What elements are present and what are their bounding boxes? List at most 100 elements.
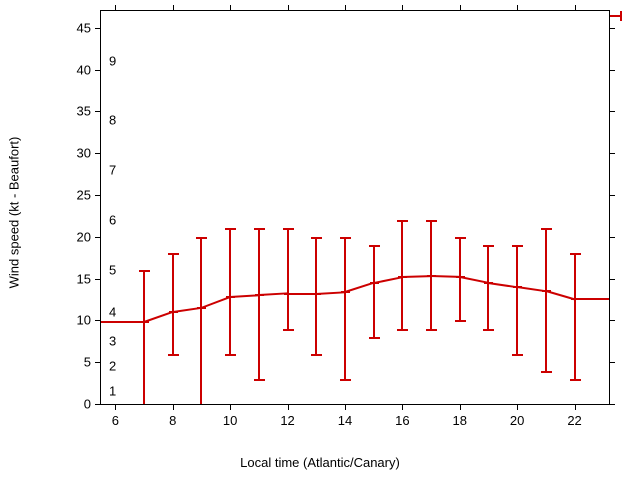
error-bar-cap-max xyxy=(540,228,552,231)
error-bar-cap-max xyxy=(339,236,351,239)
y-tick-label-kt: 35 xyxy=(76,103,91,119)
error-bar-cap-max xyxy=(225,228,237,231)
avg-line-segment xyxy=(373,275,403,284)
x-tick-label: 22 xyxy=(567,413,582,428)
error-bar-cap-min xyxy=(454,320,466,323)
x-tick-label: 10 xyxy=(222,413,238,428)
y-tick-label-kt: 15 xyxy=(76,271,91,287)
error-bar-cap-max xyxy=(512,245,524,248)
x-tick-mark xyxy=(287,404,289,410)
error-bar-cap-min xyxy=(339,378,351,381)
error-bar xyxy=(257,228,260,379)
avg-line-segment xyxy=(172,306,202,314)
error-bar xyxy=(487,245,490,329)
error-bar xyxy=(458,236,461,321)
error-bar-cap-min xyxy=(253,378,265,381)
avg-line-segment xyxy=(517,285,546,293)
y-tick-mark xyxy=(95,236,101,238)
x-tick-mark xyxy=(230,404,232,410)
error-bar-cap-max xyxy=(569,253,581,256)
y-tick-label-beaufort: 2 xyxy=(109,358,117,374)
error-bar xyxy=(315,236,318,354)
error-bar xyxy=(143,270,146,404)
x-tick-mark xyxy=(402,5,404,11)
x-tick-mark xyxy=(517,5,519,11)
avg-line-segment xyxy=(230,294,259,298)
error-bar xyxy=(573,253,576,379)
x-tick-mark xyxy=(287,5,289,11)
error-bar xyxy=(544,228,547,371)
avg-line-segment xyxy=(287,292,317,295)
y-tick-label-beaufort: 1 xyxy=(109,383,117,399)
y-tick-mark xyxy=(609,278,615,280)
y-tick-label-beaufort: 6 xyxy=(109,212,117,228)
y-tick-mark xyxy=(609,362,615,364)
error-bar xyxy=(200,236,203,404)
avg-line-segment xyxy=(344,281,374,293)
y-tick-label-beaufort: 9 xyxy=(109,53,117,69)
error-bar-cap-max xyxy=(196,236,208,239)
error-bar xyxy=(229,228,232,354)
x-tick-mark xyxy=(517,404,519,410)
error-bar-cap-max xyxy=(253,228,265,231)
y-tick-label-kt: 25 xyxy=(76,187,91,203)
error-bar xyxy=(401,220,404,329)
error-bar xyxy=(286,228,289,329)
avg-line-segment xyxy=(488,281,518,288)
y-tick-mark xyxy=(95,362,101,364)
x-tick-label: 18 xyxy=(452,413,467,428)
y-tick-mark xyxy=(609,320,615,322)
x-tick-label: 8 xyxy=(169,413,177,428)
y-tick-mark xyxy=(95,111,101,113)
error-bar-cap-min xyxy=(167,353,179,356)
error-bar-cap-min xyxy=(397,328,409,331)
y-tick-label-kt: 0 xyxy=(83,396,91,412)
x-tick-mark xyxy=(115,5,117,11)
x-tick-mark xyxy=(459,5,461,11)
error-bar-cap-max xyxy=(426,220,438,223)
x-tick-mark xyxy=(172,5,174,11)
legend-cap-right xyxy=(620,10,622,21)
error-bar-cap-max xyxy=(139,270,151,273)
avg-line-segment xyxy=(258,292,288,297)
y-tick-label-beaufort: 7 xyxy=(109,162,117,178)
y-tick-label-beaufort: 5 xyxy=(109,262,117,278)
avg-line-segment xyxy=(143,311,174,323)
y-tick-label-kt: 40 xyxy=(76,62,91,78)
y-tick-label-kt: 30 xyxy=(76,145,91,161)
error-bar-cap-min xyxy=(368,337,380,340)
error-bar xyxy=(516,245,519,354)
x-tick-mark xyxy=(344,5,346,11)
x-tick-label: 14 xyxy=(337,413,353,428)
y-tick-mark xyxy=(609,111,615,113)
x-tick-mark xyxy=(574,404,576,410)
error-bar xyxy=(171,253,174,354)
error-bar-cap-max xyxy=(282,228,294,231)
error-bar-cap-max xyxy=(167,253,179,256)
y-tick-mark xyxy=(95,27,101,29)
y-tick-label-beaufort: 8 xyxy=(109,112,117,128)
error-bar-cap-min xyxy=(311,353,323,356)
avg-line-segment xyxy=(431,275,460,278)
error-bar xyxy=(372,245,375,338)
y-tick-label-kt: 5 xyxy=(83,354,91,370)
y-tick-mark xyxy=(609,153,615,155)
avg-line-segment xyxy=(201,296,231,309)
x-tick-mark xyxy=(402,404,404,410)
y-tick-label-beaufort: 4 xyxy=(109,304,117,320)
error-bar-cap-min xyxy=(483,328,495,331)
y-tick-mark xyxy=(609,69,615,71)
x-tick-label: 16 xyxy=(395,413,410,428)
y-tick-mark xyxy=(609,27,615,29)
avg-line-segment xyxy=(545,290,575,301)
y-tick-mark xyxy=(95,194,101,196)
x-tick-label: 6 xyxy=(111,413,119,428)
y-tick-mark xyxy=(95,69,101,71)
y-tick-mark xyxy=(95,320,101,322)
y-tick-mark xyxy=(609,236,615,238)
y-tick-mark xyxy=(95,404,101,405)
x-tick-mark xyxy=(172,404,174,410)
error-bar-cap-min xyxy=(512,353,524,356)
x-axis-title: Local time (Atlantic/Canary) xyxy=(240,455,400,470)
avg-line-segment xyxy=(101,321,145,324)
